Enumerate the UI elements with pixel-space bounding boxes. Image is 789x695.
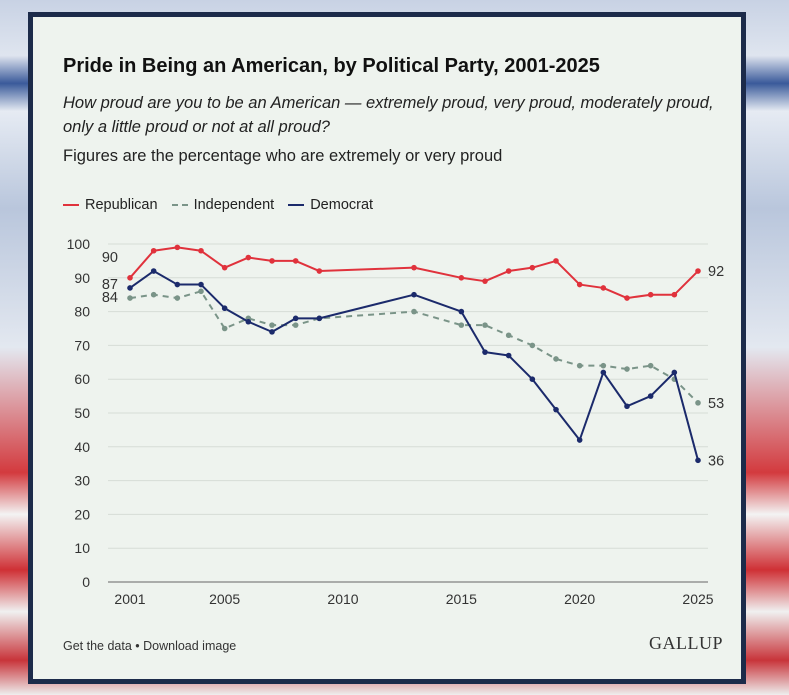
- x-tick-label: 2025: [682, 591, 713, 607]
- data-point: [505, 352, 512, 359]
- data-point: [600, 369, 607, 376]
- data-point: [292, 258, 299, 264]
- data-point: [458, 322, 465, 328]
- y-tick-label: 0: [82, 574, 90, 590]
- data-point: [269, 258, 275, 264]
- chart-card: Pride in Being an American, by Political…: [28, 12, 746, 684]
- chart-title: Pride in Being an American, by Political…: [63, 55, 600, 77]
- start-value-label: 87: [102, 277, 118, 293]
- y-tick-label: 30: [74, 473, 90, 489]
- data-point: [671, 369, 678, 376]
- data-point: [174, 295, 181, 301]
- data-point: [553, 258, 559, 264]
- data-point: [245, 318, 252, 325]
- data-point: [505, 332, 512, 339]
- data-point: [127, 285, 133, 291]
- legend-label: Republican: [85, 197, 158, 213]
- data-point: [198, 247, 204, 254]
- data-point: [221, 264, 228, 271]
- footer-links[interactable]: Get the data • Download image: [63, 639, 237, 653]
- data-point: [292, 322, 299, 328]
- series-line-republican: [129, 246, 699, 300]
- data-point: [411, 291, 417, 298]
- y-tick-label: 20: [74, 506, 90, 522]
- data-point: [127, 295, 133, 301]
- data-point: [553, 406, 559, 413]
- data-point: [529, 264, 536, 271]
- x-tick-label: 2010: [327, 591, 358, 607]
- data-point: [316, 268, 323, 274]
- data-point: [529, 376, 536, 383]
- series-line-democrat: [129, 270, 699, 461]
- data-point: [553, 356, 559, 362]
- data-point: [505, 268, 512, 274]
- data-point: [482, 349, 488, 355]
- legend-independent: Independent: [171, 197, 275, 213]
- end-value-label: 92: [708, 264, 724, 280]
- data-point: [647, 362, 654, 369]
- data-point: [269, 329, 275, 335]
- gallup-logo: GALLUP: [649, 633, 723, 653]
- y-tick-label: 50: [74, 405, 90, 421]
- data-point: [482, 322, 488, 328]
- data-point: [576, 281, 583, 288]
- data-point: [150, 268, 157, 274]
- data-point: [671, 291, 678, 298]
- data-point: [269, 322, 275, 328]
- start-value-label: 90: [102, 250, 118, 266]
- chart-note: Figures are the percentage who are extre…: [63, 147, 503, 165]
- y-tick-label: 80: [74, 304, 90, 320]
- data-point: [411, 264, 417, 271]
- data-point: [624, 403, 630, 410]
- data-point: [576, 362, 583, 369]
- data-point: [529, 342, 536, 349]
- data-point: [647, 393, 654, 399]
- data-point: [150, 247, 157, 254]
- data-point: [245, 254, 252, 261]
- x-tick-label: 2020: [564, 591, 595, 607]
- legend-label: Independent: [193, 197, 275, 213]
- y-tick-label: 70: [74, 337, 90, 353]
- data-point: [221, 305, 228, 312]
- data-point: [576, 437, 583, 443]
- x-tick-label: 2015: [446, 591, 477, 607]
- y-tick-label: 90: [74, 270, 90, 286]
- data-point: [624, 295, 630, 301]
- y-tick-label: 10: [74, 540, 90, 556]
- data-point: [600, 285, 607, 291]
- data-point: [600, 362, 607, 369]
- data-point: [150, 291, 157, 298]
- data-point: [198, 281, 204, 288]
- data-point: [127, 275, 133, 281]
- end-value-label: 53: [708, 396, 724, 412]
- data-point: [292, 315, 299, 322]
- y-tick-label: 60: [74, 371, 90, 387]
- legend-democrat: Democrat: [288, 197, 373, 213]
- end-value-label: 36: [708, 453, 724, 469]
- data-point: [695, 268, 701, 274]
- data-point: [221, 325, 228, 332]
- data-point: [458, 308, 465, 315]
- x-tick-label: 2001: [114, 591, 145, 607]
- legend-label: Democrat: [310, 197, 374, 213]
- legend-republican: Republican: [63, 197, 158, 213]
- data-point: [695, 400, 701, 406]
- data-point: [695, 457, 701, 464]
- y-tick-label: 100: [67, 236, 91, 252]
- data-point: [647, 291, 654, 298]
- line-chart: 0 10 20 30 40 50 60 70 80 90 100 2001 2005 2010 2015 20…: [67, 236, 725, 607]
- data-point: [458, 275, 465, 281]
- data-point: [482, 278, 488, 284]
- start-value-label: 84: [102, 290, 118, 306]
- chart-subtitle: How proud are you to be an American — ex…: [63, 94, 714, 136]
- data-point: [198, 288, 204, 295]
- x-tick-label: 2005: [209, 591, 240, 607]
- data-point: [316, 315, 323, 322]
- data-point: [174, 244, 181, 251]
- data-point: [174, 281, 181, 288]
- data-point: [411, 308, 417, 315]
- y-tick-label: 40: [74, 439, 90, 455]
- data-point: [624, 366, 630, 372]
- legend: Republican Independent Democrat: [63, 197, 373, 213]
